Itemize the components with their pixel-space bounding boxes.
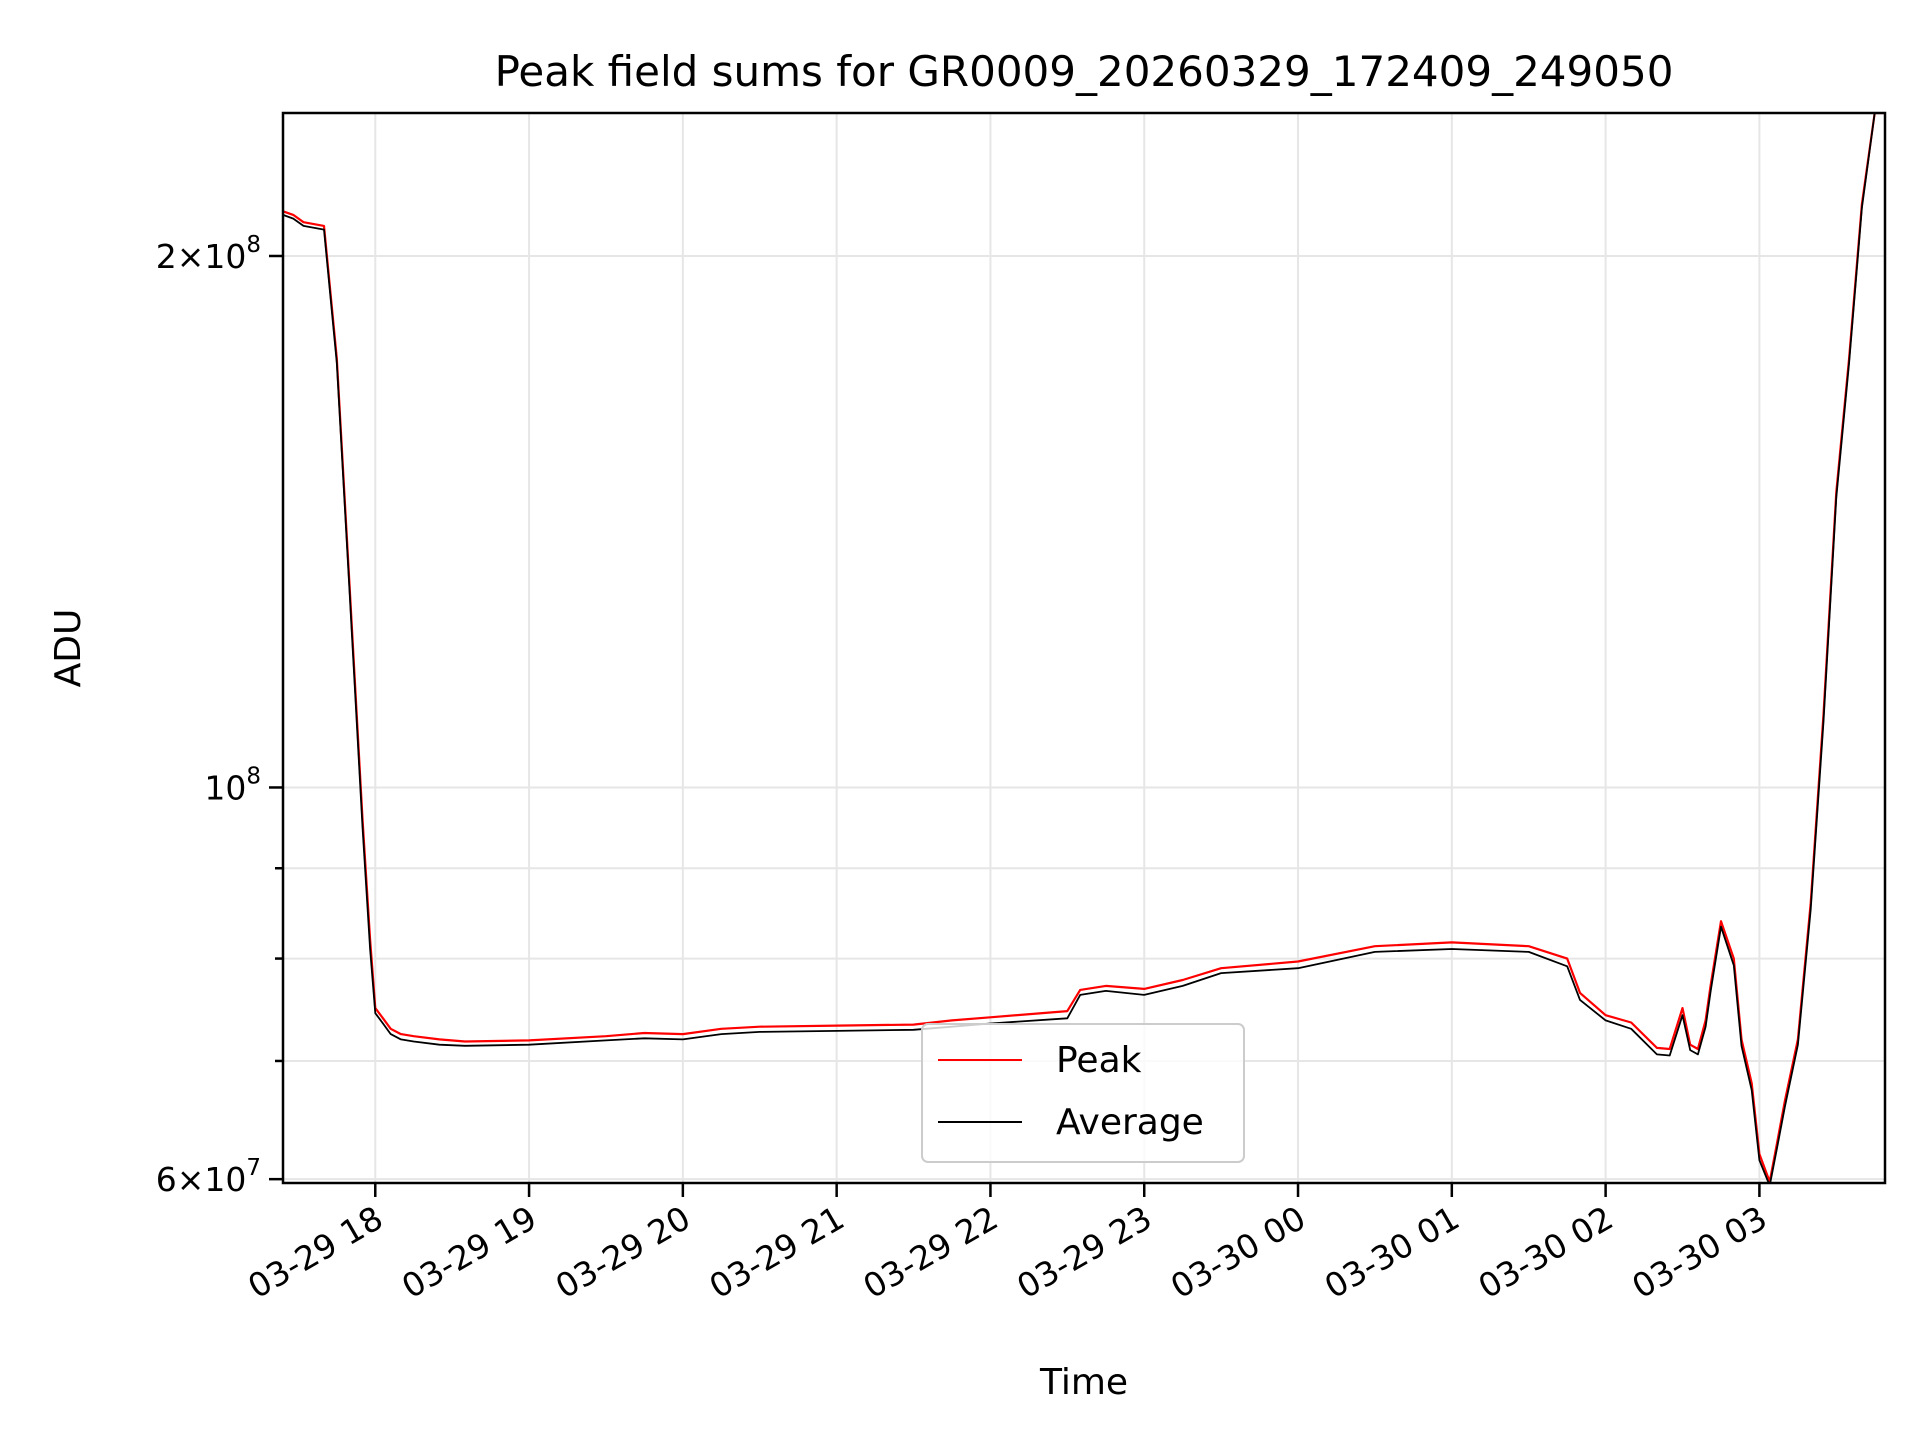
y-axis-label: ADU: [48, 609, 89, 688]
legend-average-label: Average: [1056, 1102, 1204, 1143]
y-tick-label-0: 2×108: [156, 232, 261, 276]
y-tick-label-2: 6×107: [156, 1155, 261, 1199]
axes-frame: [281, 111, 1887, 1185]
legend-peak-label: Peak: [1056, 1040, 1142, 1081]
series-line-peak: [283, 113, 1885, 1183]
series-lines: [283, 113, 1885, 1183]
legend: Peak Average: [921, 1023, 1245, 1163]
chart-title: Peak field sums for GR0009_20260329_1724…: [495, 47, 1674, 96]
x-axis-label: Time: [1039, 1362, 1128, 1403]
series-line-average: [283, 113, 1885, 1183]
legend-box: [921, 1023, 1245, 1163]
